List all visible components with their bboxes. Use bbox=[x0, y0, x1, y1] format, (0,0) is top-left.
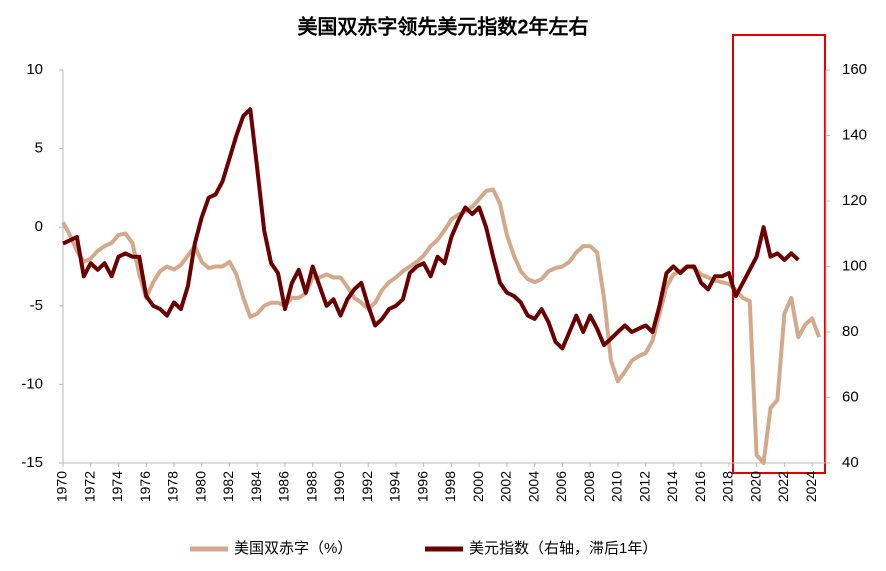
x-tick-label: 2000 bbox=[470, 471, 486, 502]
y-tick-label: -5 bbox=[30, 297, 43, 314]
x-tick-label: 2004 bbox=[525, 471, 541, 502]
x-tick-label: 1984 bbox=[248, 471, 264, 502]
x-tick-label: 2002 bbox=[498, 471, 514, 502]
y2-tick-label: 80 bbox=[842, 323, 859, 340]
series-line bbox=[62, 107, 800, 351]
highlight-box bbox=[732, 34, 826, 474]
legend-label: 美国双赤字（%） bbox=[234, 540, 352, 557]
chart-title: 美国双赤字领先美元指数2年左右 bbox=[297, 14, 588, 38]
x-tick-label: 2016 bbox=[692, 471, 708, 502]
legend-label: 美元指数（右轴，滞后1年） bbox=[469, 540, 657, 557]
x-tick-label: 1980 bbox=[192, 471, 208, 502]
y-tick-label: 10 bbox=[26, 61, 43, 78]
x-tick-label: 2010 bbox=[609, 471, 625, 502]
y2-tick-label: 140 bbox=[842, 126, 867, 143]
x-tick-label: 1996 bbox=[414, 471, 430, 502]
x-tick-label: 1988 bbox=[303, 471, 319, 502]
x-tick-label: 2020 bbox=[747, 471, 763, 502]
y2-tick-label: 160 bbox=[842, 61, 867, 78]
x-tick-label: 2006 bbox=[553, 471, 569, 502]
x-tick-label: 2008 bbox=[581, 471, 597, 502]
y2-tick-label: 60 bbox=[842, 388, 859, 405]
x-tick-label: 1978 bbox=[165, 471, 181, 502]
y-tick-label: -10 bbox=[21, 375, 43, 392]
x-tick-label: 1986 bbox=[276, 471, 292, 502]
x-tick-label: 2022 bbox=[775, 471, 791, 502]
x-tick-label: 1982 bbox=[220, 471, 236, 502]
y2-tick-label: 120 bbox=[842, 192, 867, 209]
y-tick-label: 5 bbox=[35, 140, 43, 157]
x-tick-label: 1970 bbox=[54, 471, 70, 502]
x-tick-label: 1998 bbox=[442, 471, 458, 502]
x-tick-label: 2012 bbox=[636, 471, 652, 502]
x-tick-label: 2014 bbox=[664, 471, 680, 502]
x-tick-label: 1972 bbox=[81, 471, 97, 502]
x-tick-label: 1992 bbox=[359, 471, 375, 502]
x-tick-label: 1976 bbox=[137, 471, 153, 502]
y-tick-label: -15 bbox=[21, 454, 43, 471]
x-tick-label: 2024 bbox=[803, 471, 819, 502]
y2-tick-label: 40 bbox=[842, 454, 859, 471]
y2-tick-label: 100 bbox=[842, 257, 867, 274]
x-tick-label: 1994 bbox=[387, 471, 403, 502]
y-tick-label: 0 bbox=[35, 218, 43, 235]
x-tick-label: 1974 bbox=[109, 471, 125, 502]
x-tick-label: 1990 bbox=[331, 471, 347, 502]
series-line bbox=[61, 187, 821, 465]
x-tick-label: 2018 bbox=[720, 471, 736, 502]
